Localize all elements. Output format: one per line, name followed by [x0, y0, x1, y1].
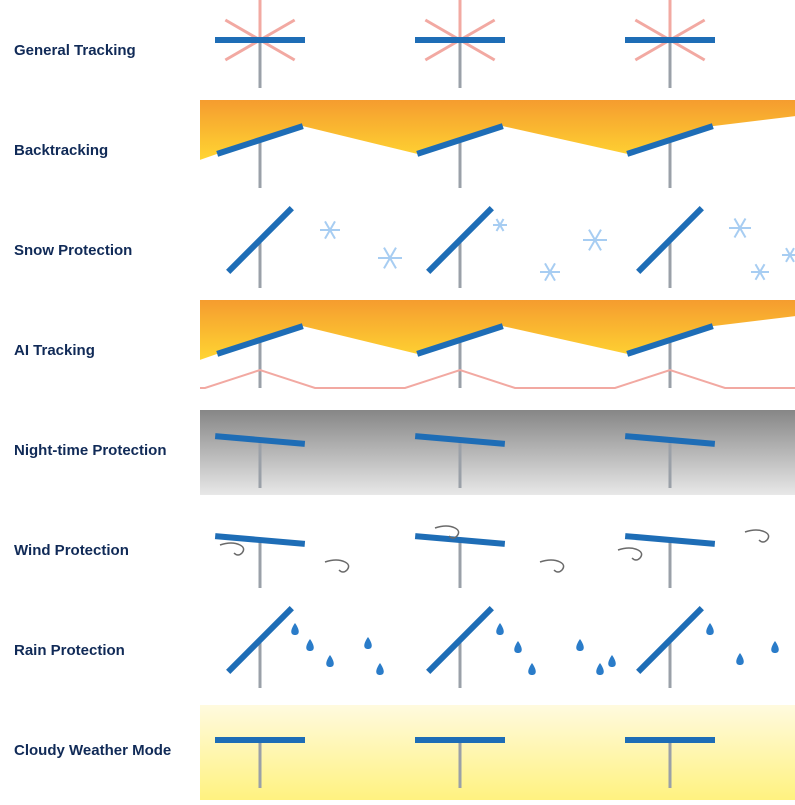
mode-row-ai: AI Tracking: [0, 300, 795, 400]
mode-row-rain: Rain Protection: [0, 600, 795, 700]
mode-label: Cloudy Weather Mode: [0, 700, 200, 800]
mode-row-cloudy: Cloudy Weather Mode: [0, 700, 795, 800]
modes-table: General TrackingBacktrackingSnow Protect…: [0, 0, 795, 800]
mode-row-night: Night-time Protection: [0, 400, 795, 500]
mode-graphic: [200, 700, 795, 800]
mode-label: Rain Protection: [0, 600, 200, 700]
mode-row-backtrack: Backtracking: [0, 100, 795, 200]
mode-graphic: [200, 300, 795, 400]
mode-graphic: [200, 0, 795, 100]
mode-label: AI Tracking: [0, 300, 200, 400]
mode-graphic: [200, 500, 795, 600]
mode-row-wind: Wind Protection: [0, 500, 795, 600]
mode-graphic: [200, 600, 795, 700]
mode-row-general: General Tracking: [0, 0, 795, 100]
mode-graphic: [200, 200, 795, 300]
mode-graphic: [200, 100, 795, 200]
mode-label: Night-time Protection: [0, 400, 200, 500]
mode-label: Snow Protection: [0, 200, 200, 300]
mode-label: General Tracking: [0, 0, 200, 100]
mode-label: Backtracking: [0, 100, 200, 200]
mode-row-snow: Snow Protection: [0, 200, 795, 300]
mode-graphic: [200, 400, 795, 500]
mode-label: Wind Protection: [0, 500, 200, 600]
